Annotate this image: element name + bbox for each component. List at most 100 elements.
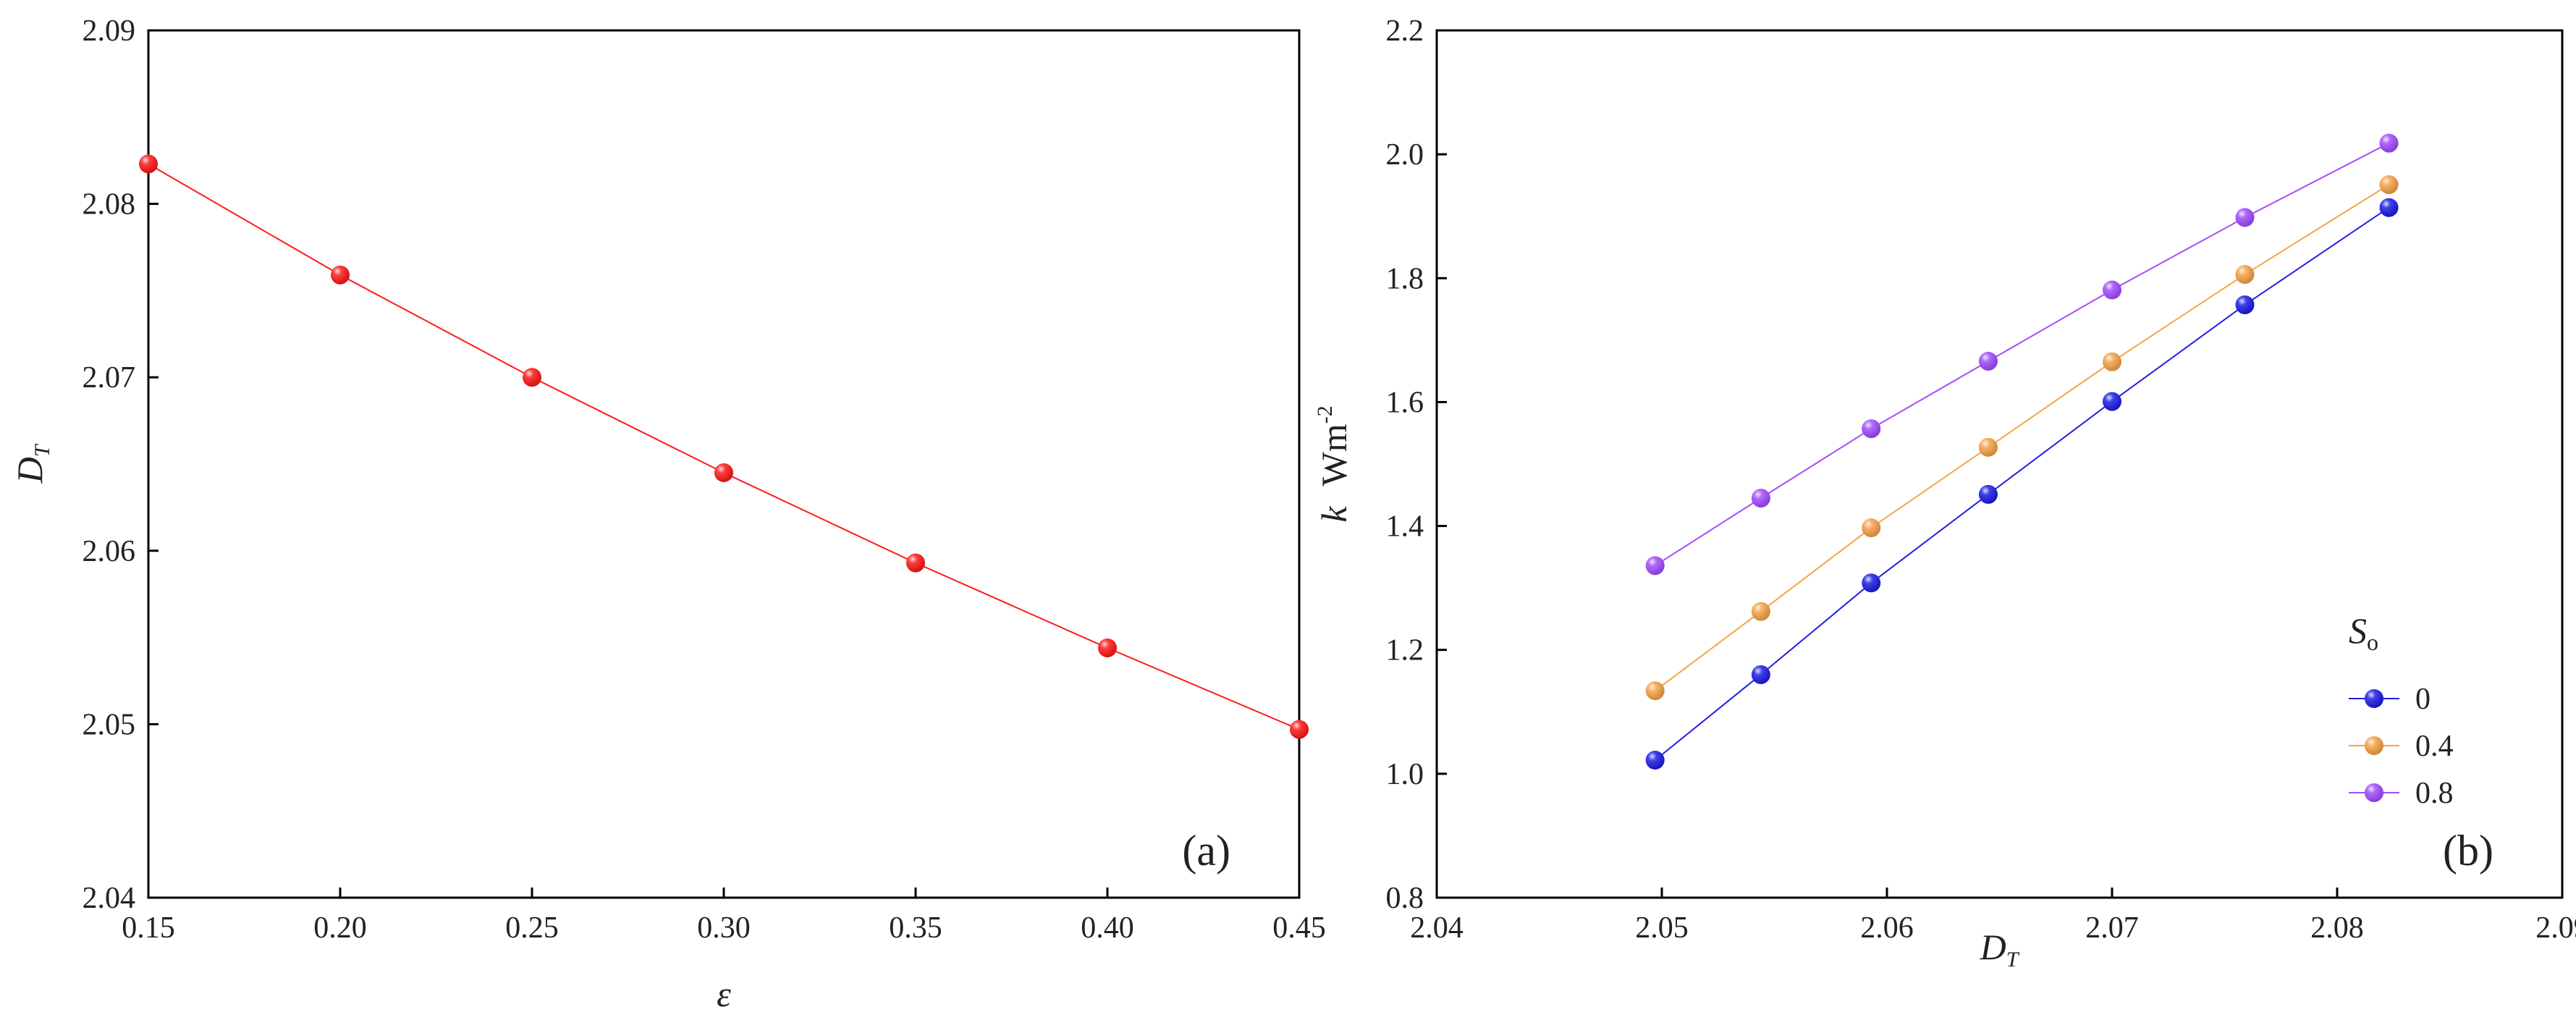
data-point-glint	[2379, 133, 2399, 153]
data-point-glint	[1862, 573, 1881, 593]
data-point-glint	[2235, 265, 2255, 284]
data-point	[1290, 720, 1309, 739]
data-point	[1978, 351, 1998, 371]
y-tick-label: 2.0	[1386, 138, 1424, 172]
y-tick-label: 2.2	[1386, 14, 1424, 48]
data-point	[523, 368, 541, 387]
x-tick-label: 0.30	[697, 911, 751, 945]
data-point-glint	[1290, 720, 1309, 739]
y-axis-title-a-sub: T	[30, 443, 54, 457]
y-tick-label: 2.09	[83, 14, 136, 48]
x-tick-label: 0.45	[1272, 911, 1326, 945]
legend-label: 0	[2415, 683, 2431, 716]
data-point	[2235, 208, 2255, 227]
data-point	[1098, 638, 1117, 657]
data-point	[1751, 602, 1770, 621]
y-ticks-b: 0.8 1.0 1.2 1.4 1.6 1.8 2.0 2.2	[1386, 14, 1447, 915]
data-point-glint	[1978, 351, 1998, 371]
y-tick-label: 1.4	[1386, 510, 1424, 544]
data-point-glint	[1862, 419, 1881, 439]
series-line-D-T	[148, 163, 1300, 730]
legend-entry: 0.8	[2349, 777, 2454, 810]
data-point	[2379, 175, 2399, 195]
data-point	[1978, 437, 1998, 457]
y-tick-label: 2.08	[83, 188, 136, 222]
panel-label-a: (a)	[1182, 827, 1230, 874]
data-point	[331, 265, 350, 284]
data-point-glint	[906, 553, 925, 573]
plot-frame-b	[1435, 29, 2564, 899]
data-point-glint	[2235, 208, 2255, 227]
legend-entry: 0.4	[2349, 730, 2454, 763]
y-tick-label: 2.07	[83, 361, 136, 395]
data-point	[1645, 556, 1665, 576]
x-tick-label: 2.05	[1635, 911, 1689, 945]
data-point-glint	[1645, 556, 1665, 576]
data-point-glint	[1862, 518, 1881, 538]
chart-panel-b: 2.04 2.05 2.06 2.07 2.08 2.09 0.8 1.0 1.2 1.4 1.6…	[1313, 14, 2576, 971]
y-tick-label: 1.2	[1386, 634, 1424, 667]
y-tick-label: 1.6	[1386, 386, 1424, 419]
data-point	[714, 463, 733, 482]
legend-marker-glint	[2365, 689, 2383, 708]
x-tick-label: 0.40	[1081, 911, 1134, 945]
x-axis-title-b-sub: T	[2006, 948, 2020, 971]
legend-label: 0.4	[2415, 730, 2454, 763]
x-ticks-a: 0.15 0.20 0.25 0.30 0.35 0.40 0.45	[122, 888, 1326, 945]
x-tick-label: 2.09	[2535, 911, 2576, 945]
x-tick-label: 2.04	[1410, 911, 1464, 945]
x-axis-title-a: ε	[717, 974, 731, 1014]
y-tick-label: 2.05	[83, 708, 136, 741]
data-point-glint	[2103, 352, 2121, 371]
data-point	[139, 154, 158, 174]
data-point	[1645, 681, 1665, 701]
data-point-glint	[2103, 392, 2121, 411]
x-tick-label: 2.07	[2085, 911, 2139, 945]
x-tick-label: 2.08	[2310, 911, 2364, 945]
data-point	[2379, 133, 2399, 153]
data-point-glint	[1978, 484, 1998, 504]
legend-entries: 0 0.4 0.8	[2349, 683, 2454, 810]
series-points-b	[1645, 133, 2399, 770]
data-point	[2103, 280, 2121, 300]
data-point	[906, 553, 925, 573]
data-point	[1978, 484, 1998, 504]
data-point-glint	[523, 368, 541, 387]
data-point-glint	[1098, 638, 1117, 657]
x-tick-label: 0.35	[889, 911, 942, 945]
legend-marker-glint	[2365, 736, 2383, 755]
data-point-glint	[1645, 681, 1665, 701]
x-tick-label: 0.15	[122, 911, 175, 945]
panel-label-b: (b)	[2443, 827, 2493, 874]
data-point	[1645, 751, 1665, 770]
legend-title-main: S	[2349, 610, 2367, 651]
x-ticks-b: 2.04 2.05 2.06 2.07 2.08 2.09	[1410, 888, 2576, 945]
data-point	[2235, 295, 2255, 315]
data-point-glint	[1751, 602, 1770, 621]
y-axis-title-b-main: k	[1314, 506, 1354, 523]
data-point-glint	[1751, 665, 1770, 684]
legend-title-sub: o	[2367, 629, 2378, 655]
x-tick-label: 0.25	[505, 911, 559, 945]
data-point-glint	[331, 265, 350, 284]
data-point	[2379, 198, 2399, 217]
series-lines-a	[148, 163, 1300, 730]
chart-panel-a: 0.15 0.20 0.25 0.30 0.35 0.40 0.45 2.042.052.0…	[9, 14, 1326, 1014]
legend-marker-glint	[2365, 783, 2383, 802]
y-tick-label: 0.8	[1386, 882, 1424, 915]
x-axis-title-b-main: D	[1980, 927, 2006, 967]
y-axis-title-b-unit: Wm	[1314, 423, 1354, 486]
data-point	[2235, 265, 2255, 284]
y-tick-label: 2.06	[83, 535, 136, 568]
data-point	[1862, 419, 1881, 439]
x-axis-title-b: DT	[1980, 927, 2020, 971]
legend-label: 0.8	[2415, 777, 2454, 810]
y-axis-title-a-main: D	[9, 457, 50, 484]
y-tick-label: 1.8	[1386, 262, 1424, 295]
data-point	[2103, 352, 2121, 371]
x-tick-label: 2.06	[1860, 911, 1914, 945]
data-point	[1751, 489, 1770, 508]
legend-title: So	[2349, 610, 2378, 655]
data-point-glint	[714, 463, 733, 482]
